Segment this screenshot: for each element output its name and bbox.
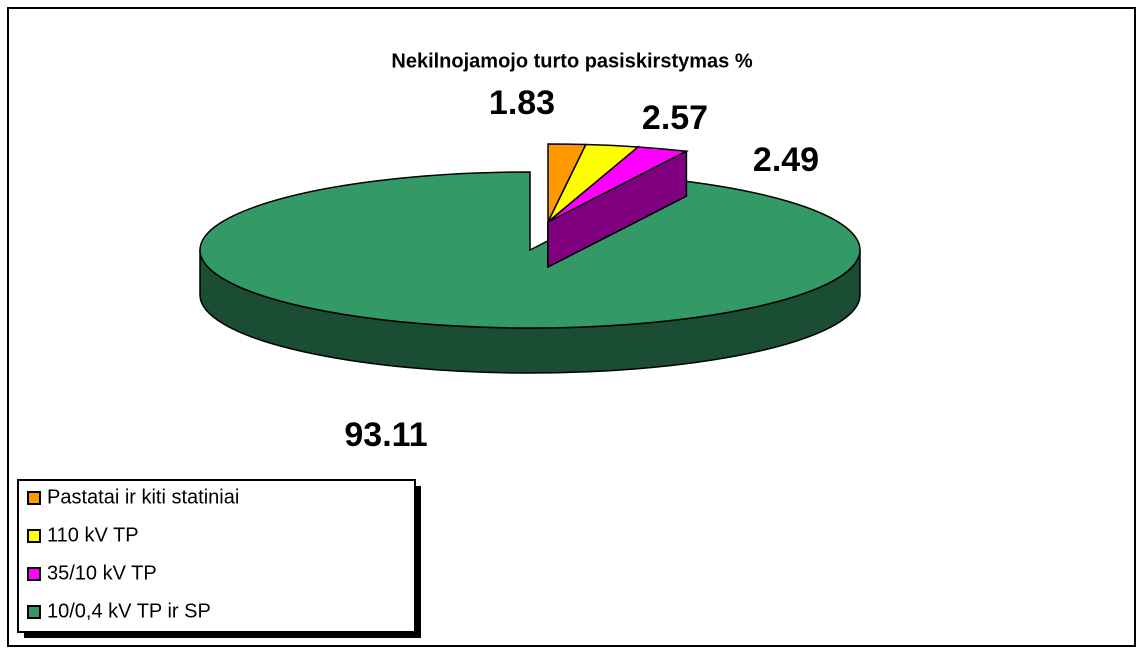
legend-label: 110 kV TP [47,524,139,546]
data-label: 1.83 [489,84,555,122]
legend-label: Pastatai ir kiti statiniai [47,486,239,508]
legend-swatch [27,491,41,505]
data-label: 2.57 [642,99,708,137]
legend-swatch [27,529,41,543]
data-label: 93.11 [344,416,427,454]
legend-swatch [27,567,41,581]
pie-slice [547,146,690,223]
data-label: 2.49 [753,141,819,179]
legend-label: 35/10 kV TP [47,562,157,584]
legend-swatch [27,605,41,619]
chart-title: Nekilnojamojo turto pasiskirstymas % [391,50,752,72]
legend-label: 10/0,4 kV TP ir SP [47,600,211,622]
legend-box [17,479,416,633]
pie-slice [199,171,861,329]
